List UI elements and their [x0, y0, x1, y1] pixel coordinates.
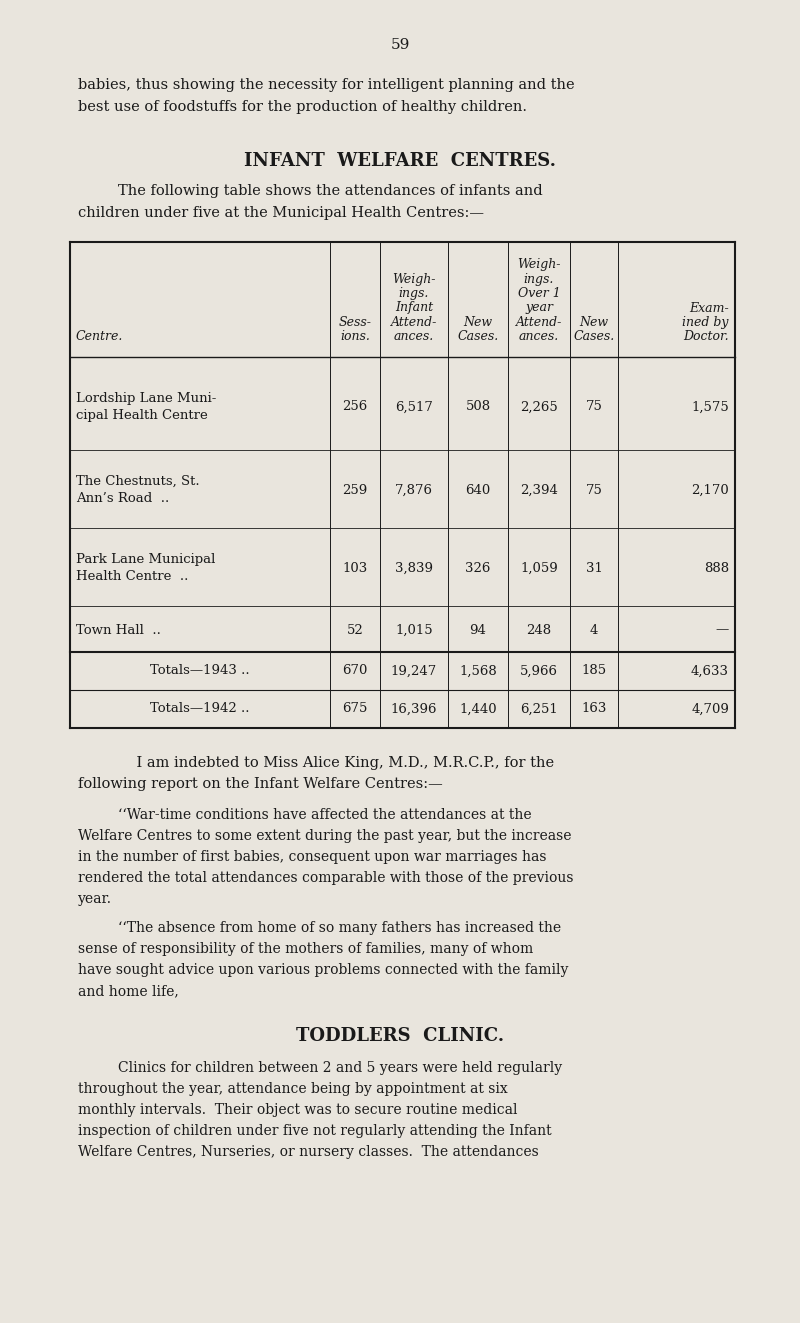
Text: Exam-: Exam-: [690, 302, 729, 315]
Text: 1,059: 1,059: [520, 561, 558, 574]
Text: —: —: [716, 623, 729, 636]
Text: Sess-: Sess-: [338, 316, 371, 329]
Text: Cases.: Cases.: [458, 331, 498, 344]
Text: in the number of first babies, consequent upon war marriages has: in the number of first babies, consequen…: [78, 849, 546, 864]
Text: The Chestnuts, St.: The Chestnuts, St.: [76, 475, 200, 488]
Text: Over 1: Over 1: [518, 287, 560, 300]
Text: 248: 248: [526, 623, 551, 636]
Text: have sought advice upon various problems connected with the family: have sought advice upon various problems…: [78, 963, 568, 976]
Text: monthly intervals.  Their object was to secure routine medical: monthly intervals. Their object was to s…: [78, 1103, 518, 1117]
Text: Lordship Lane Muni-: Lordship Lane Muni-: [76, 392, 216, 405]
Text: throughout the year, attendance being by appointment at six: throughout the year, attendance being by…: [78, 1082, 508, 1095]
Text: Weigh-: Weigh-: [518, 258, 561, 271]
Text: Totals—1943 ..: Totals—1943 ..: [150, 664, 250, 677]
Text: 6,517: 6,517: [395, 401, 433, 414]
Text: ings.: ings.: [524, 273, 554, 286]
Text: Welfare Centres, Nurseries, or nursery classes.  The attendances: Welfare Centres, Nurseries, or nursery c…: [78, 1144, 538, 1159]
Text: 508: 508: [466, 401, 490, 414]
Text: 1,568: 1,568: [459, 664, 497, 677]
Text: sense of responsibility of the mothers of families, many of whom: sense of responsibility of the mothers o…: [78, 942, 534, 957]
Text: ined by: ined by: [682, 316, 729, 329]
Text: 52: 52: [346, 623, 363, 636]
Text: year: year: [525, 302, 553, 315]
Text: Clinics for children between 2 and 5 years were held regularly: Clinics for children between 2 and 5 yea…: [118, 1061, 562, 1076]
Text: inspection of children under five not regularly attending the Infant: inspection of children under five not re…: [78, 1125, 552, 1138]
Text: 2,170: 2,170: [691, 483, 729, 496]
Text: 185: 185: [582, 664, 606, 677]
Text: 326: 326: [466, 561, 490, 574]
Text: 640: 640: [466, 483, 490, 496]
Text: ‘‘The absence from home of so many fathers has increased the: ‘‘The absence from home of so many fathe…: [118, 921, 561, 935]
Text: 256: 256: [342, 401, 368, 414]
Text: 163: 163: [582, 703, 606, 716]
Text: 1,575: 1,575: [691, 401, 729, 414]
Text: 94: 94: [470, 623, 486, 636]
Text: best use of foodstuffs for the production of healthy children.: best use of foodstuffs for the productio…: [78, 101, 527, 114]
Text: children under five at the Municipal Health Centres:—: children under five at the Municipal Hea…: [78, 206, 484, 220]
Text: 2,394: 2,394: [520, 483, 558, 496]
Text: 5,966: 5,966: [520, 664, 558, 677]
Text: following report on the Infant Welfare Centres:—: following report on the Infant Welfare C…: [78, 777, 442, 791]
Text: ances.: ances.: [394, 331, 434, 344]
Text: 1,440: 1,440: [459, 703, 497, 716]
Text: rendered the total attendances comparable with those of the previous: rendered the total attendances comparabl…: [78, 871, 574, 885]
Text: 19,247: 19,247: [391, 664, 437, 677]
Text: ‘‘War-time conditions have affected the attendances at the: ‘‘War-time conditions have affected the …: [118, 808, 532, 822]
Text: The following table shows the attendances of infants and: The following table shows the attendance…: [118, 184, 542, 198]
Text: New: New: [579, 316, 609, 329]
Text: 670: 670: [342, 664, 368, 677]
Text: Park Lane Municipal: Park Lane Municipal: [76, 553, 215, 566]
Text: babies, thus showing the necessity for intelligent planning and the: babies, thus showing the necessity for i…: [78, 78, 574, 93]
Text: INFANT  WELFARE  CENTRES.: INFANT WELFARE CENTRES.: [244, 152, 556, 169]
Text: 16,396: 16,396: [390, 703, 438, 716]
Text: 259: 259: [342, 483, 368, 496]
Text: Health Centre  ..: Health Centre ..: [76, 570, 188, 583]
Text: 888: 888: [704, 561, 729, 574]
Text: Ann’s Road  ..: Ann’s Road ..: [76, 492, 170, 505]
Text: TODDLERS  CLINIC.: TODDLERS CLINIC.: [296, 1027, 504, 1045]
Text: 4,709: 4,709: [691, 703, 729, 716]
Text: cipal Health Centre: cipal Health Centre: [76, 409, 208, 422]
Text: and home life,: and home life,: [78, 984, 178, 998]
Text: Doctor.: Doctor.: [683, 331, 729, 344]
Text: 31: 31: [586, 561, 602, 574]
Text: 75: 75: [586, 401, 602, 414]
Text: 3,839: 3,839: [395, 561, 433, 574]
Text: New: New: [463, 316, 493, 329]
Text: 103: 103: [342, 561, 368, 574]
Text: I am indebted to Miss Alice King, M.D., M.R.C.P., for the: I am indebted to Miss Alice King, M.D., …: [118, 755, 554, 770]
Text: Attend-: Attend-: [516, 316, 562, 329]
Text: 2,265: 2,265: [520, 401, 558, 414]
Text: Weigh-: Weigh-: [392, 273, 436, 286]
Text: Welfare Centres to some extent during the past year, but the increase: Welfare Centres to some extent during th…: [78, 830, 571, 843]
Text: year.: year.: [78, 892, 112, 906]
Text: 6,251: 6,251: [520, 703, 558, 716]
Text: 7,876: 7,876: [395, 483, 433, 496]
Text: ings.: ings.: [399, 287, 429, 300]
Text: Cases.: Cases.: [574, 331, 614, 344]
Text: Infant: Infant: [395, 302, 433, 315]
Text: 59: 59: [390, 38, 410, 52]
Text: 1,015: 1,015: [395, 623, 433, 636]
Text: Attend-: Attend-: [391, 316, 437, 329]
Text: ions.: ions.: [340, 331, 370, 344]
Text: ances.: ances.: [519, 331, 559, 344]
Text: Town Hall  ..: Town Hall ..: [76, 623, 161, 636]
Text: 75: 75: [586, 483, 602, 496]
Text: 4: 4: [590, 623, 598, 636]
Text: 4,633: 4,633: [691, 664, 729, 677]
Text: 675: 675: [342, 703, 368, 716]
Text: Totals—1942 ..: Totals—1942 ..: [150, 703, 250, 716]
Text: Centre.: Centre.: [76, 331, 123, 344]
